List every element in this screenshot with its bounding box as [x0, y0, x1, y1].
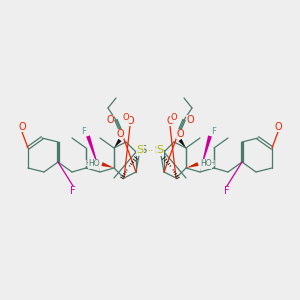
Text: O: O	[176, 129, 184, 139]
Text: O: O	[126, 116, 134, 126]
Text: O: O	[116, 129, 124, 139]
Text: H: H	[85, 160, 91, 166]
Text: H: H	[209, 160, 214, 166]
Text: S: S	[156, 145, 164, 155]
Polygon shape	[186, 162, 199, 168]
Text: O: O	[171, 113, 177, 122]
Text: S: S	[136, 145, 144, 155]
Text: F: F	[212, 127, 216, 136]
Text: O: O	[186, 115, 194, 125]
Text: F: F	[82, 127, 86, 136]
Text: O: O	[106, 115, 114, 125]
Text: O: O	[274, 122, 282, 132]
Text: O: O	[166, 116, 174, 126]
Text: F: F	[224, 186, 230, 196]
Polygon shape	[200, 136, 212, 172]
Polygon shape	[178, 139, 186, 148]
Text: S: S	[140, 145, 146, 155]
Text: HO: HO	[200, 160, 212, 169]
Text: HO: HO	[88, 160, 100, 169]
Polygon shape	[86, 135, 100, 172]
Polygon shape	[101, 162, 114, 168]
Text: F: F	[70, 186, 76, 196]
Text: S: S	[154, 145, 160, 155]
Polygon shape	[114, 139, 122, 148]
Text: O: O	[18, 122, 26, 132]
Text: O: O	[123, 113, 129, 122]
